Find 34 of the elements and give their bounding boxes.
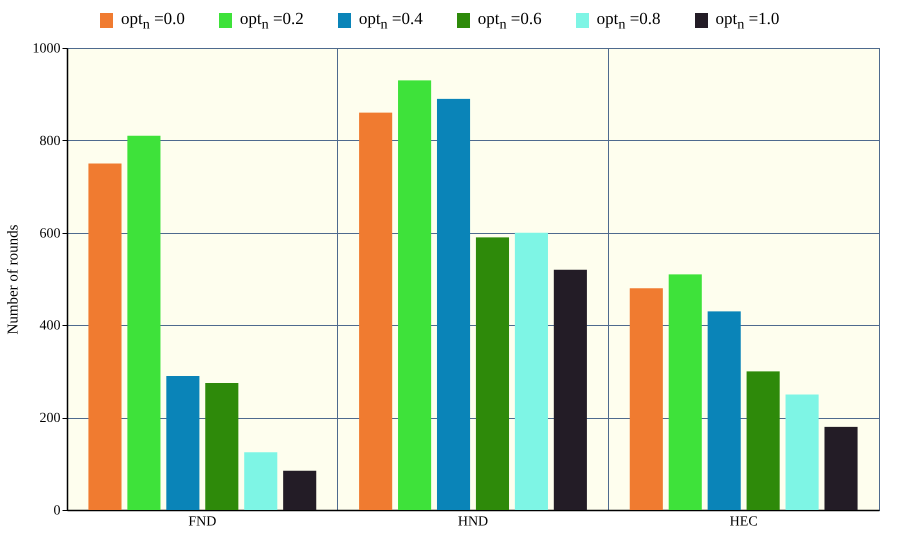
y-axis-title: Number of rounds — [6, 224, 22, 334]
legend-label: opt$_{n}$ =0.0 — [121, 8, 185, 34]
x-tick-label: HEC — [730, 514, 758, 530]
legend-label: opt$_{n}$ =1.0 — [716, 8, 780, 34]
bar — [398, 80, 432, 510]
x-tick-label: FND — [188, 514, 216, 530]
bar — [824, 426, 858, 510]
bar — [786, 394, 819, 510]
y-tick-label: 200 — [40, 411, 60, 426]
bar — [283, 470, 316, 510]
bar — [244, 452, 278, 510]
bar — [476, 237, 510, 510]
bar — [630, 288, 663, 510]
bar — [708, 311, 741, 510]
legend-label: opt$_{n}$ =0.8 — [596, 8, 661, 34]
bar — [88, 164, 122, 510]
y-tick-label: 1000 — [32, 42, 60, 56]
legend-label: opt$_{n}$ =0.2 — [240, 8, 304, 34]
bar — [436, 98, 470, 510]
y-tick-label: 0 — [54, 504, 60, 518]
bar — [514, 232, 548, 510]
x-tick-label: HND — [458, 514, 488, 530]
bar — [746, 371, 780, 510]
y-tick-label: 400 — [40, 318, 60, 334]
bar — [359, 112, 392, 510]
bar — [205, 382, 238, 510]
bar — [127, 136, 160, 510]
legend-label: opt$_{n}$ =0.4 — [358, 8, 423, 34]
y-tick-label: 800 — [40, 134, 60, 149]
y-tick-label: 600 — [40, 226, 60, 242]
bar — [668, 274, 702, 510]
bar — [166, 376, 200, 510]
legend-label: opt$_{n}$ =0.6 — [478, 8, 542, 34]
bar — [554, 270, 587, 510]
